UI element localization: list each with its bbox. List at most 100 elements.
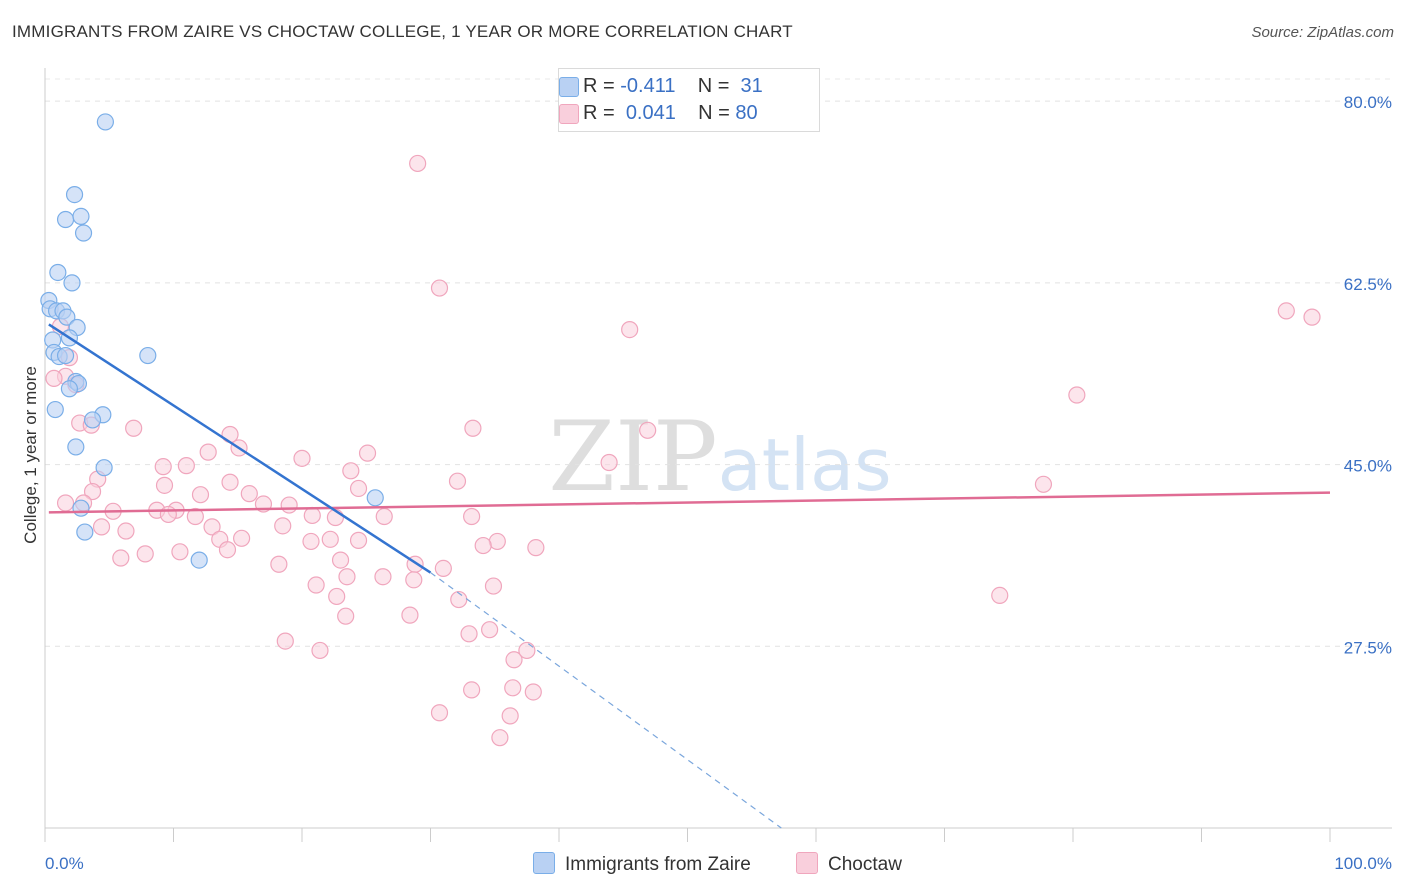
data-point-choctaw <box>639 421 657 439</box>
data-point-choctaw <box>191 486 210 504</box>
data-point-choctaw <box>302 532 320 551</box>
data-point-choctaw <box>1303 308 1321 326</box>
data-point-choctaw <box>45 369 63 387</box>
data-point-choctaw <box>501 707 519 725</box>
data-point-choctaw <box>311 641 329 660</box>
data-point-zaire <box>190 551 208 569</box>
data-point-choctaw <box>463 681 481 699</box>
data-point-choctaw <box>92 518 111 536</box>
data-point-choctaw <box>56 494 75 512</box>
data-point-choctaw <box>276 632 294 650</box>
data-point-choctaw <box>293 449 311 467</box>
data-point-choctaw <box>409 154 427 173</box>
data-point-zaire <box>63 274 81 292</box>
data-point-zaire <box>56 346 75 365</box>
data-point-choctaw <box>342 462 360 480</box>
data-point-choctaw <box>218 541 237 559</box>
data-point-choctaw <box>328 587 346 606</box>
data-point-choctaw <box>518 641 536 660</box>
data-point-choctaw <box>474 536 492 555</box>
data-point-choctaw <box>321 530 339 548</box>
legend-r-label: R = <box>583 102 615 124</box>
data-point-choctaw <box>527 539 545 557</box>
data-point-choctaw <box>621 320 639 339</box>
legend-n-label: N = <box>697 75 730 97</box>
data-point-zaire <box>49 263 67 282</box>
data-point-choctaw <box>136 545 154 563</box>
data-point-choctaw <box>307 576 325 594</box>
legend-n-value-zaire: 31 <box>740 75 763 97</box>
data-point-choctaw <box>358 444 377 462</box>
data-point-choctaw <box>464 419 482 437</box>
y-tick-label: 27.5% <box>1344 638 1392 657</box>
bottom-legend-swatch-zaire <box>533 852 555 874</box>
x-tick-label: 0.0% <box>45 854 84 873</box>
data-point-choctaw <box>171 543 189 561</box>
data-point-choctaw <box>349 531 368 549</box>
legend-swatch-choctaw <box>559 104 579 124</box>
data-point-zaire <box>65 186 84 204</box>
legend-swatch-zaire <box>559 77 579 97</box>
correlation-legend: R = -0.411 N = 31 R = 0.041 N = 80 <box>558 68 820 132</box>
data-point-zaire <box>56 210 75 229</box>
data-point-choctaw <box>405 571 423 589</box>
data-point-choctaw <box>125 419 143 437</box>
data-point-choctaw <box>463 507 481 526</box>
data-point-choctaw <box>430 279 449 297</box>
trend-line-choctaw <box>48 491 1331 514</box>
data-point-choctaw <box>991 586 1009 605</box>
legend-n-value-choctaw: 80 <box>735 102 758 124</box>
data-point-zaire <box>72 207 90 226</box>
data-point-choctaw <box>488 532 506 551</box>
data-point-choctaw <box>177 457 195 475</box>
data-point-choctaw <box>1277 302 1295 320</box>
data-point-zaire <box>96 113 114 131</box>
data-point-choctaw <box>484 577 503 595</box>
data-point-choctaw <box>270 555 288 573</box>
legend-row-choctaw: R = 0.041 N = 80 <box>559 102 758 125</box>
y-tick-label: 80.0% <box>1344 93 1392 112</box>
data-point-choctaw <box>460 625 478 643</box>
x-tick-label: 100.0% <box>1334 854 1392 873</box>
data-point-choctaw <box>83 482 102 501</box>
bottom-legend-zaire: Immigrants from Zaire <box>533 852 751 876</box>
data-point-zaire <box>60 380 79 398</box>
data-point-choctaw <box>233 529 251 547</box>
legend-n-label: N = <box>698 102 730 124</box>
data-point-choctaw <box>1034 475 1053 493</box>
data-point-choctaw <box>303 506 321 525</box>
y-tick-label: 62.5% <box>1344 275 1392 294</box>
data-point-choctaw <box>448 472 467 490</box>
chart-title: IMMIGRANTS FROM ZAIRE VS CHOCTAW COLLEGE… <box>12 22 793 41</box>
data-point-choctaw <box>331 551 350 569</box>
data-point-zaire <box>72 499 90 517</box>
data-point-zaire <box>366 489 384 507</box>
data-point-choctaw <box>337 607 355 625</box>
trend-line-zaire <box>48 323 432 574</box>
data-point-choctaw <box>600 453 618 472</box>
data-point-choctaw <box>338 568 356 586</box>
data-point-choctaw <box>504 679 522 697</box>
data-point-choctaw <box>154 458 172 476</box>
watermark: ZIPatlas <box>548 401 891 513</box>
bottom-legend-label-zaire: Immigrants from Zaire <box>565 854 751 875</box>
data-point-choctaw <box>240 485 258 503</box>
data-point-choctaw <box>524 683 542 701</box>
data-point-choctaw <box>430 704 449 722</box>
data-point-choctaw <box>155 476 174 494</box>
data-point-choctaw <box>375 507 393 526</box>
data-point-zaire <box>74 224 93 242</box>
data-point-choctaw <box>374 568 392 586</box>
trend-line-zaire-extension <box>430 572 782 829</box>
bottom-legend-label-choctaw: Choctaw <box>828 854 902 875</box>
data-point-choctaw <box>117 522 135 540</box>
legend-r-value-zaire: -0.411 <box>620 75 676 97</box>
data-point-choctaw <box>112 549 130 567</box>
data-point-choctaw <box>186 507 204 526</box>
data-point-zaire <box>95 459 113 477</box>
data-point-choctaw <box>450 590 468 609</box>
data-point-choctaw <box>491 729 509 747</box>
y-tick-label: 45.0% <box>1344 457 1392 476</box>
data-point-choctaw <box>481 621 499 639</box>
legend-r-value-choctaw: 0.041 <box>625 102 676 124</box>
